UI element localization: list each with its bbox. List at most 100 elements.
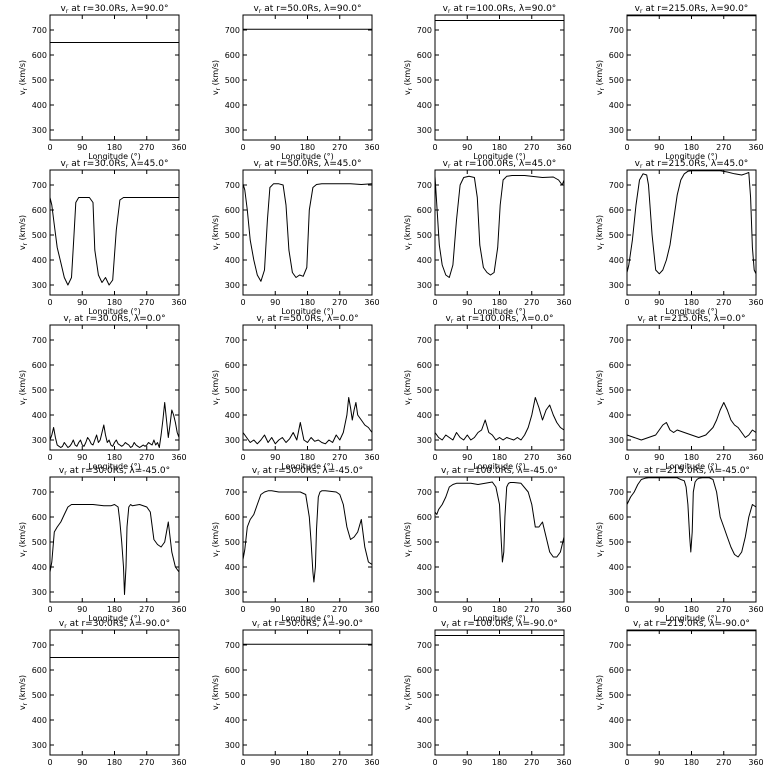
y-tick-label: 400 <box>32 716 47 725</box>
y-tick-label: 400 <box>609 563 624 572</box>
x-tick-label: 0 <box>432 605 437 614</box>
x-tick-label: 0 <box>432 143 437 152</box>
subplot-title: vr at r=215.0Rs, λ=-90.0° <box>633 619 750 630</box>
x-tick-label: 0 <box>47 453 52 462</box>
x-tick-label: 360 <box>364 758 379 767</box>
x-axis-label: Longitude (°) <box>281 307 334 316</box>
plot-frame <box>49 629 180 756</box>
subplot-title: vr at r=30.0Rs, λ=-45.0° <box>59 466 170 477</box>
subplot-title: vr at r=215.0Rs, λ=90.0° <box>635 4 749 15</box>
x-tick-label: 0 <box>240 298 245 307</box>
y-tick-label: 500 <box>609 691 624 700</box>
x-tick-label: 0 <box>47 143 52 152</box>
y-tick-label: 700 <box>609 641 624 650</box>
x-tick-label: 270 <box>139 298 154 307</box>
series-line <box>626 477 757 558</box>
x-tick-label: 270 <box>332 143 347 152</box>
x-axis-label: Longitude (°) <box>665 614 718 623</box>
x-tick-label: 180 <box>492 298 507 307</box>
y-tick-label: 700 <box>32 641 47 650</box>
subplot-title: vr at r=30.0Rs, λ=45.0° <box>61 159 169 170</box>
y-tick-label: 700 <box>32 26 47 35</box>
x-tick-label: 90 <box>654 758 664 767</box>
x-tick-label: 180 <box>107 298 122 307</box>
subplot-title: vr at r=100.0Rs, λ=0.0° <box>446 314 554 325</box>
x-tick-label: 180 <box>492 758 507 767</box>
x-tick-label: 360 <box>556 298 571 307</box>
x-tick-label: 90 <box>462 605 472 614</box>
x-tick-label: 0 <box>432 758 437 767</box>
y-tick-label: 400 <box>225 411 240 420</box>
x-tick-label: 90 <box>462 298 472 307</box>
plot-frame <box>49 476 180 603</box>
y-tick-label: 500 <box>225 231 240 240</box>
series-line <box>242 183 373 282</box>
y-tick-label: 400 <box>417 563 432 572</box>
y-tick-label: 300 <box>609 588 624 597</box>
y-tick-label: 600 <box>417 51 432 60</box>
x-tick-label: 90 <box>77 605 87 614</box>
y-tick-label: 300 <box>225 436 240 445</box>
x-tick-label: 360 <box>171 298 186 307</box>
x-tick-label: 90 <box>77 298 87 307</box>
plot-frame <box>49 324 180 451</box>
y-tick-label: 400 <box>609 256 624 265</box>
y-tick-label: 600 <box>32 51 47 60</box>
x-tick-label: 0 <box>624 758 629 767</box>
y-tick-label: 300 <box>417 436 432 445</box>
y-tick-label: 600 <box>225 513 240 522</box>
y-tick-label: 400 <box>417 716 432 725</box>
y-tick-label: 600 <box>225 361 240 370</box>
y-tick-label: 500 <box>417 76 432 85</box>
x-tick-label: 360 <box>748 605 763 614</box>
subplot: 0 90 180 270 360 300 400 500 600 700 vr at r=100.0… <box>403 314 572 471</box>
x-axis-label: Longitude (°) <box>473 614 526 623</box>
series-line <box>49 504 180 595</box>
x-tick-label: 90 <box>654 605 664 614</box>
subplot-title: vr at r=50.0Rs, λ=45.0° <box>254 159 362 170</box>
x-tick-label: 0 <box>432 453 437 462</box>
x-axis-label: Longitude (°) <box>665 462 718 471</box>
y-tick-label: 500 <box>32 76 47 85</box>
plot-frame <box>49 14 180 141</box>
x-tick-label: 90 <box>77 453 87 462</box>
y-axis-label: vr (km/s) <box>595 522 606 557</box>
y-tick-label: 700 <box>225 26 240 35</box>
y-tick-label: 600 <box>417 666 432 675</box>
y-axis-label: vr (km/s) <box>403 522 414 557</box>
series-line <box>49 402 180 448</box>
x-tick-label: 270 <box>716 758 731 767</box>
subplot-title: vr at r=50.0Rs, λ=90.0° <box>254 4 362 15</box>
x-tick-label: 0 <box>240 143 245 152</box>
x-tick-label: 90 <box>462 758 472 767</box>
y-axis-label: vr (km/s) <box>211 675 222 710</box>
subplot: 0 90 180 270 360 300 400 500 600 700 vr at r=30.0R… <box>18 159 187 316</box>
y-tick-label: 700 <box>609 336 624 345</box>
y-tick-label: 400 <box>225 716 240 725</box>
y-tick-label: 300 <box>417 588 432 597</box>
y-tick-label: 700 <box>225 181 240 190</box>
subplot: 0 90 180 270 360 300 400 500 600 700 vr at r=100.0… <box>403 159 572 316</box>
subplot: 0 90 180 270 360 300 400 500 600 700 vr at r=50.0R… <box>211 466 380 623</box>
x-tick-label: 270 <box>524 605 539 614</box>
y-tick-label: 400 <box>32 256 47 265</box>
subplot: 0 90 180 270 360 300 400 500 600 700 vr at r=215.0… <box>595 466 764 623</box>
x-tick-label: 0 <box>624 605 629 614</box>
y-tick-label: 600 <box>225 206 240 215</box>
y-axis-label: vr (km/s) <box>595 60 606 95</box>
x-tick-label: 270 <box>332 758 347 767</box>
subplot-title: vr at r=100.0Rs, λ=-90.0° <box>441 619 558 630</box>
subplot: 0 90 180 270 360 300 400 500 600 700 vr at r=50.0R… <box>211 619 380 768</box>
x-tick-label: 270 <box>139 758 154 767</box>
y-tick-label: 300 <box>609 281 624 290</box>
subplot: 0 90 180 270 360 300 400 500 600 700 vr at r=30.0R… <box>18 4 187 161</box>
y-axis-label: vr (km/s) <box>403 215 414 250</box>
x-axis-label: Longitude (°) <box>88 307 141 316</box>
y-axis-label: vr (km/s) <box>595 675 606 710</box>
y-tick-label: 300 <box>32 281 47 290</box>
y-tick-label: 500 <box>32 538 47 547</box>
x-tick-label: 360 <box>171 605 186 614</box>
subplot-title: vr at r=50.0Rs, λ=-90.0° <box>252 619 363 630</box>
subplot: 0 90 180 270 360 300 400 500 600 700 vr at r=50.0R… <box>211 4 380 161</box>
x-tick-label: 90 <box>270 605 280 614</box>
